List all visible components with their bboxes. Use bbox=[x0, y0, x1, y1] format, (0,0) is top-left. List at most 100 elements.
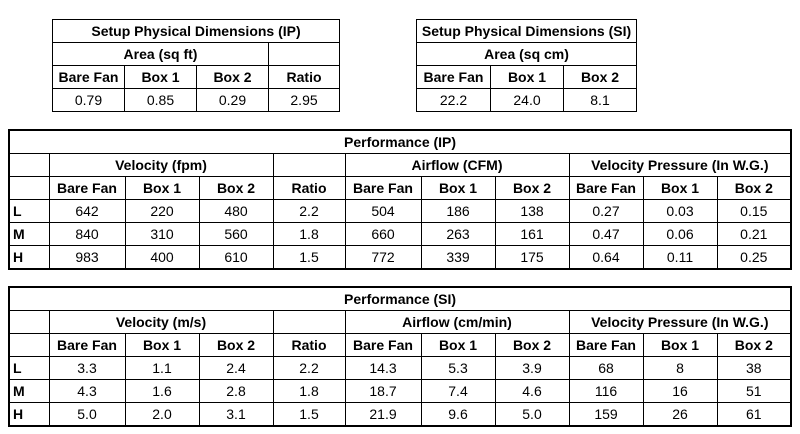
table-cell: 660 bbox=[344, 222, 422, 246]
perf-ip-title: Performance (IP) bbox=[8, 129, 792, 154]
perf-ip-group-velocity: Velocity (fpm) bbox=[48, 153, 274, 177]
dims-ip-value: 0.85 bbox=[124, 88, 197, 112]
row-label: H bbox=[8, 402, 50, 427]
table-cell: 642 bbox=[48, 199, 126, 223]
table-cell: 61 bbox=[716, 402, 792, 427]
perf-ip-header: Bare Fan bbox=[344, 176, 422, 200]
table-row: H 983 400 610 1.5 772 339 175 0.64 0.11 … bbox=[8, 245, 792, 270]
table-cell: 5.0 bbox=[494, 402, 570, 427]
table-cell: 18.7 bbox=[344, 379, 422, 403]
table-cell: 116 bbox=[568, 379, 644, 403]
table-cell: 9.6 bbox=[420, 402, 496, 427]
perf-si-title: Performance (SI) bbox=[8, 286, 792, 311]
dims-si-group-area: Area (sq cm) bbox=[416, 42, 637, 66]
perf-ip-header: Box 2 bbox=[198, 176, 274, 200]
dims-si-header: Box 1 bbox=[490, 65, 564, 89]
table-cell: 161 bbox=[494, 222, 570, 246]
perf-si-header: Box 1 bbox=[642, 333, 718, 357]
perf-si-corner bbox=[8, 333, 50, 357]
perf-si-corner bbox=[8, 310, 50, 334]
perf-ip-header: Ratio bbox=[272, 176, 346, 200]
dims-ip-group-area: Area (sq ft) bbox=[52, 42, 269, 66]
table-cell: 0.47 bbox=[568, 222, 644, 246]
table-row: H 5.0 2.0 3.1 1.5 21.9 9.6 5.0 159 26 61 bbox=[8, 402, 792, 427]
dims-ip-header: Box 1 bbox=[124, 65, 197, 89]
table-cell: 68 bbox=[568, 356, 644, 380]
perf-ip-header: Box 1 bbox=[420, 176, 496, 200]
table-cell: 263 bbox=[420, 222, 496, 246]
table-row: L 642 220 480 2.2 504 186 138 0.27 0.03 … bbox=[8, 199, 792, 223]
perf-ip-group-airflow: Airflow (CFM) bbox=[344, 153, 570, 177]
dims-ip-blank bbox=[267, 42, 341, 66]
table-cell: 1.5 bbox=[272, 245, 346, 270]
perf-si-header: Bare Fan bbox=[48, 333, 126, 357]
perf-si-header: Box 1 bbox=[420, 333, 496, 357]
table-cell: 186 bbox=[420, 199, 496, 223]
dims-ip-value: 0.79 bbox=[52, 88, 125, 112]
perf-ip-corner bbox=[8, 153, 50, 177]
perf-ip-header: Box 1 bbox=[642, 176, 718, 200]
perf-ip-header: Box 2 bbox=[716, 176, 792, 200]
table-cell: 14.3 bbox=[344, 356, 422, 380]
table-cell: 0.64 bbox=[568, 245, 644, 270]
table-row: L 3.3 1.1 2.4 2.2 14.3 5.3 3.9 68 8 38 bbox=[8, 356, 792, 380]
perf-ip-ratio-group-blank bbox=[272, 153, 346, 177]
table-cell: 138 bbox=[494, 199, 570, 223]
dims-si-title: Setup Physical Dimensions (SI) bbox=[416, 19, 637, 43]
table-row: M 840 310 560 1.8 660 263 161 0.47 0.06 … bbox=[8, 222, 792, 246]
dims-si-table: Setup Physical Dimensions (SI) Area (sq … bbox=[416, 19, 637, 112]
table-cell: 0.06 bbox=[642, 222, 718, 246]
table-cell: 159 bbox=[568, 402, 644, 427]
table-cell: 1.1 bbox=[124, 356, 200, 380]
table-cell: 1.8 bbox=[272, 379, 346, 403]
table-cell: 504 bbox=[344, 199, 422, 223]
dims-ip-title: Setup Physical Dimensions (IP) bbox=[51, 19, 341, 43]
perf-si-group-velocity: Velocity (m/s) bbox=[48, 310, 274, 334]
table-cell: 3.1 bbox=[198, 402, 274, 427]
table-cell: 7.4 bbox=[420, 379, 496, 403]
table-cell: 21.9 bbox=[344, 402, 422, 427]
table-cell: 220 bbox=[124, 199, 200, 223]
perf-si-header: Bare Fan bbox=[568, 333, 644, 357]
table-cell: 310 bbox=[124, 222, 200, 246]
row-label: L bbox=[8, 199, 50, 223]
dims-ip-header: Bare Fan bbox=[52, 65, 125, 89]
table-cell: 0.27 bbox=[568, 199, 644, 223]
table-cell: 1.5 bbox=[272, 402, 346, 427]
row-label: M bbox=[8, 222, 50, 246]
dims-si-value: 24.0 bbox=[490, 88, 564, 112]
table-cell: 26 bbox=[642, 402, 718, 427]
row-label: L bbox=[8, 356, 50, 380]
table-cell: 339 bbox=[420, 245, 496, 270]
dims-ip-value: 0.29 bbox=[196, 88, 269, 112]
table-cell: 0.21 bbox=[716, 222, 792, 246]
table-cell: 2.0 bbox=[124, 402, 200, 427]
table-cell: 2.8 bbox=[198, 379, 274, 403]
table-cell: 2.4 bbox=[198, 356, 274, 380]
table-cell: 5.0 bbox=[48, 402, 126, 427]
perf-ip-header: Bare Fan bbox=[568, 176, 644, 200]
table-cell: 4.3 bbox=[48, 379, 126, 403]
table-cell: 0.03 bbox=[642, 199, 718, 223]
dims-si-header: Box 2 bbox=[563, 65, 637, 89]
table-cell: 1.8 bbox=[272, 222, 346, 246]
table-cell: 0.11 bbox=[642, 245, 718, 270]
dims-ip-value: 2.95 bbox=[267, 88, 341, 112]
table-cell: 0.25 bbox=[716, 245, 792, 270]
table-cell: 3.9 bbox=[494, 356, 570, 380]
table-cell: 3.3 bbox=[48, 356, 126, 380]
table-cell: 560 bbox=[198, 222, 274, 246]
table-cell: 400 bbox=[124, 245, 200, 270]
perf-si-group-pressure: Velocity Pressure (In W.G.) bbox=[568, 310, 792, 334]
perf-si-table: Performance (SI) Velocity (m/s) Airflow … bbox=[8, 286, 793, 427]
table-cell: 5.3 bbox=[420, 356, 496, 380]
table-cell: 51 bbox=[716, 379, 792, 403]
table-cell: 772 bbox=[344, 245, 422, 270]
table-cell: 0.15 bbox=[716, 199, 792, 223]
dims-si-value: 22.2 bbox=[416, 88, 491, 112]
row-label: H bbox=[8, 245, 50, 270]
table-cell: 38 bbox=[716, 356, 792, 380]
row-label: M bbox=[8, 379, 50, 403]
perf-ip-table: Performance (IP) Velocity (fpm) Airflow … bbox=[8, 129, 793, 270]
perf-ip-corner bbox=[8, 176, 50, 200]
